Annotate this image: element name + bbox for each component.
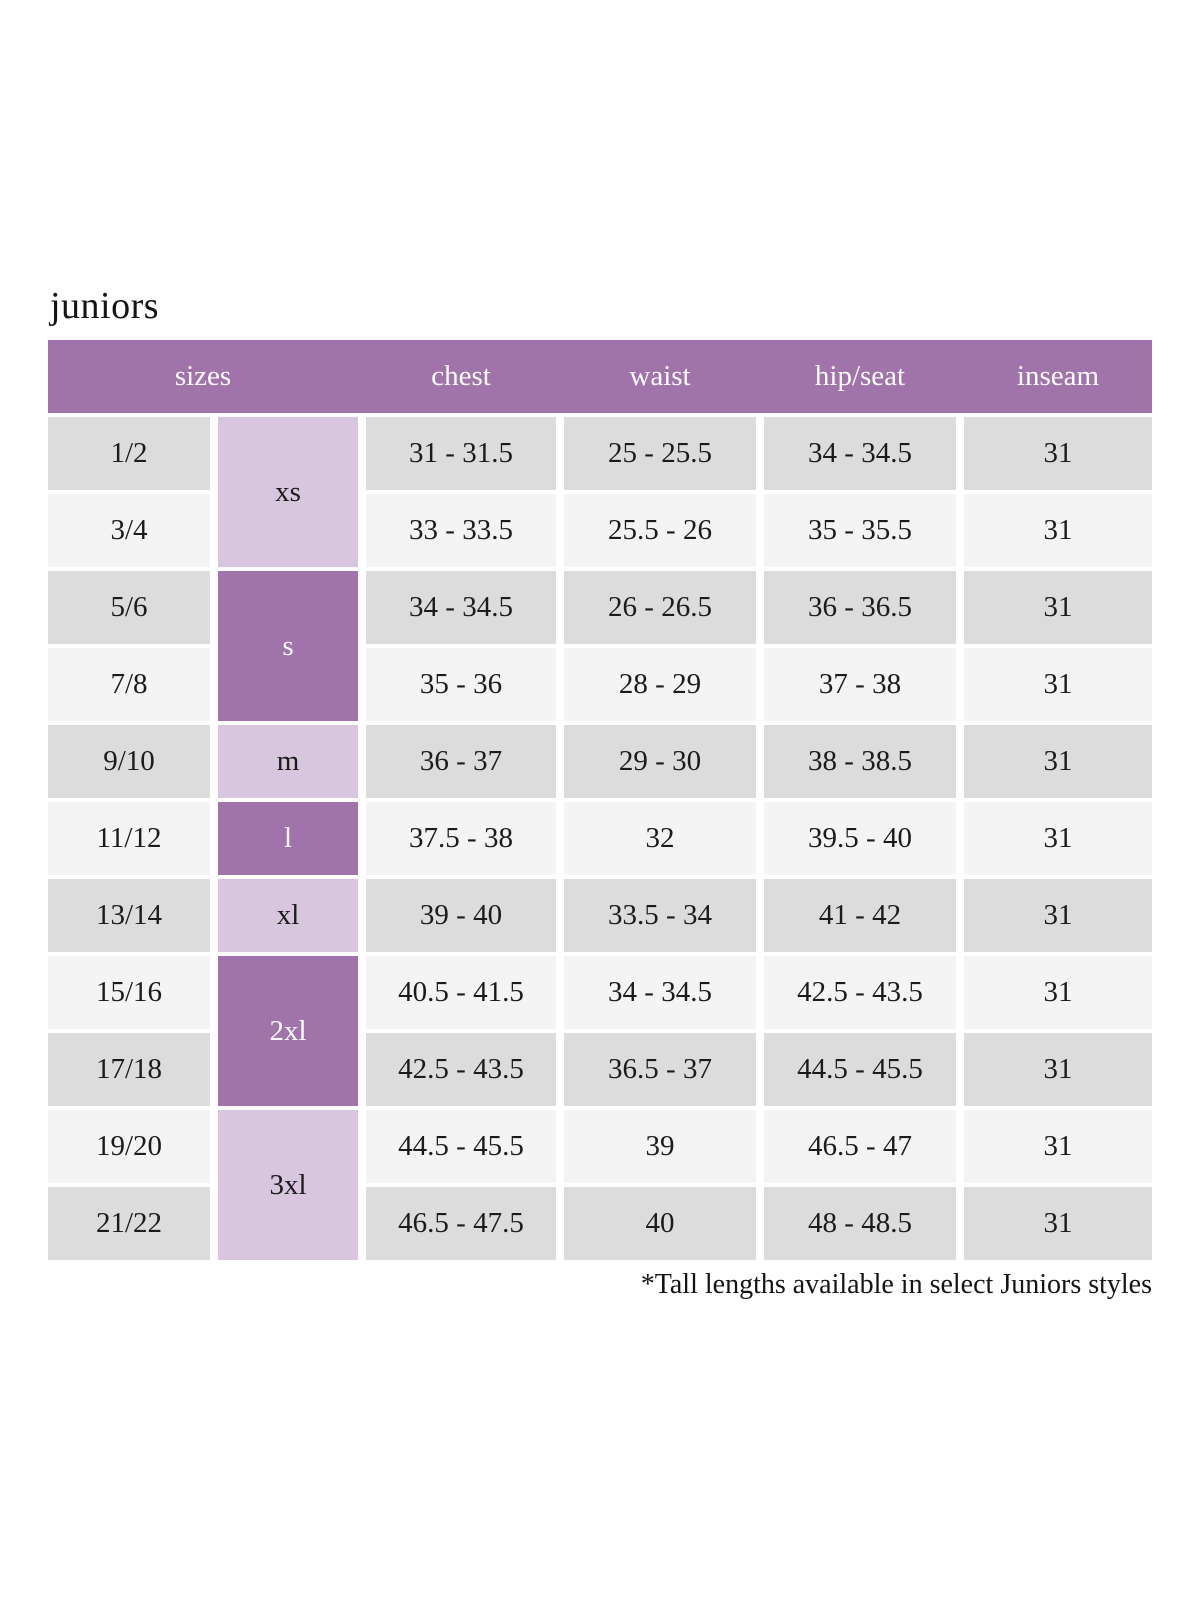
cell-waist: 25 - 25.5 [564,417,756,490]
cell-inseam: 31 [964,1033,1152,1106]
cell-size: 13/14 [48,879,210,952]
size-group-2xl: 2xl [218,956,358,1106]
cell-size: 5/6 [48,571,210,644]
cell-hip-seat: 34 - 34.5 [764,417,956,490]
header-hip-seat: hip/seat [814,360,906,392]
header-sizes: sizes [174,360,232,392]
cell-hip-seat: 42.5 - 43.5 [764,956,956,1029]
cell-inseam: 31 [964,1110,1152,1183]
cell-chest: 35 - 36 [366,648,556,721]
cell-waist: 33.5 - 34 [564,879,756,952]
cell-chest: 46.5 - 47.5 [366,1187,556,1260]
cell-waist: 36.5 - 37 [564,1033,756,1106]
cell-waist: 26 - 26.5 [564,571,756,644]
cell-inseam: 31 [964,725,1152,798]
cell-chest: 44.5 - 45.5 [366,1110,556,1183]
cell-hip-seat: 41 - 42 [764,879,956,952]
size-group-m: m [218,725,358,798]
page-title: juniors [50,285,160,327]
cell-chest: 36 - 37 [366,725,556,798]
cell-chest: 33 - 33.5 [366,494,556,567]
tall-lengths-footnote: *Tall lengths available in select Junior… [640,1269,1152,1300]
cell-waist: 29 - 30 [564,725,756,798]
cell-chest: 34 - 34.5 [366,571,556,644]
size-group-xl: xl [218,879,358,952]
cell-hip-seat: 48 - 48.5 [764,1187,956,1260]
size-group-xs: xs [218,417,358,567]
cell-hip-seat: 44.5 - 45.5 [764,1033,956,1106]
cell-size: 15/16 [48,956,210,1029]
cell-hip-seat: 46.5 - 47 [764,1110,956,1183]
cell-inseam: 31 [964,494,1152,567]
cell-inseam: 31 [964,648,1152,721]
cell-size: 11/12 [48,802,210,875]
cell-size: 3/4 [48,494,210,567]
cell-waist: 34 - 34.5 [564,956,756,1029]
cell-waist: 32 [564,802,756,875]
cell-inseam: 31 [964,1187,1152,1260]
cell-inseam: 31 [964,571,1152,644]
cell-waist: 40 [564,1187,756,1260]
cell-waist: 28 - 29 [564,648,756,721]
cell-waist: 25.5 - 26 [564,494,756,567]
size-group-s: s [218,571,358,721]
size-chart-page: juniors sizes chest waist hip/seat insea… [48,284,1152,1301]
cell-size: 9/10 [48,725,210,798]
cell-size: 21/22 [48,1187,210,1260]
cell-chest: 42.5 - 43.5 [366,1033,556,1106]
cell-chest: 39 - 40 [366,879,556,952]
cell-inseam: 31 [964,802,1152,875]
cell-hip-seat: 36 - 36.5 [764,571,956,644]
header-chest: chest [431,360,491,392]
size-group-l: l [218,802,358,875]
cell-size: 7/8 [48,648,210,721]
header-waist: waist [629,360,691,392]
table-header: sizes chest waist hip/seat inseam [48,340,1152,413]
cell-inseam: 31 [964,879,1152,952]
cell-hip-seat: 37 - 38 [764,648,956,721]
cell-inseam: 31 [964,417,1152,490]
cell-size: 1/2 [48,417,210,490]
cell-waist: 39 [564,1110,756,1183]
cell-inseam: 31 [964,956,1152,1029]
cell-hip-seat: 39.5 - 40 [764,802,956,875]
size-group-3xl: 3xl [218,1110,358,1260]
cell-chest: 40.5 - 41.5 [366,956,556,1029]
size-table-body: 1/2 xs 31 - 31.5 25 - 25.5 34 - 34.5 31 … [48,417,1152,1260]
cell-size: 17/18 [48,1033,210,1106]
cell-chest: 31 - 31.5 [366,417,556,490]
header-inseam: inseam [1016,360,1100,392]
cell-hip-seat: 35 - 35.5 [764,494,956,567]
cell-size: 19/20 [48,1110,210,1183]
cell-chest: 37.5 - 38 [366,802,556,875]
cell-hip-seat: 38 - 38.5 [764,725,956,798]
